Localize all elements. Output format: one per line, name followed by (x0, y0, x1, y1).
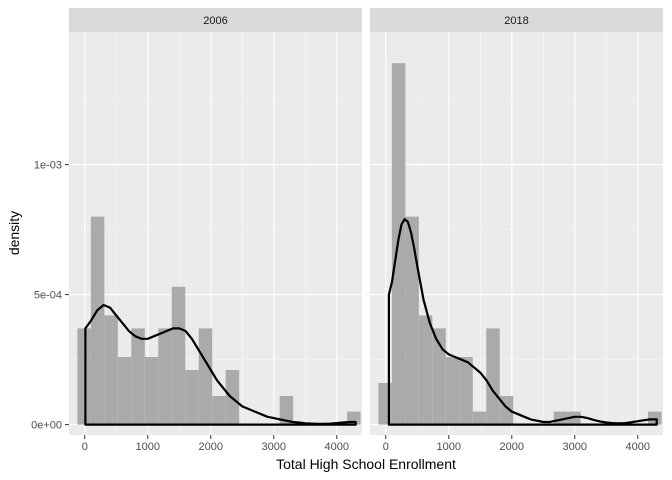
x-tick-label: 0 (82, 441, 88, 453)
histogram-bar (405, 216, 419, 425)
x-tick-label: 1000 (136, 441, 160, 453)
histogram-bar (486, 328, 500, 425)
x-axes: 0 1000 2000 3000 4000 0 1000 2000 3000 4000 (82, 435, 650, 453)
x-tick-label: 0 (383, 441, 389, 453)
x-tick-label: 2000 (500, 441, 524, 453)
histogram-bar (279, 396, 294, 425)
histogram-bar (104, 315, 118, 425)
x-axis-title: Total High School Enrollment (276, 456, 456, 472)
y-axis: 0e+00 5e-04 1e-03 (31, 160, 69, 432)
density-curve (84, 303, 357, 426)
facet-panel-2006: 2006 (69, 8, 362, 435)
facet-strip-label: 2006 (203, 15, 227, 27)
facets-layer: 2006 2018 (69, 8, 663, 435)
density-curve (387, 218, 658, 426)
facet-panel-2018: 2018 (370, 8, 663, 435)
histogram-bar (144, 357, 159, 425)
y-tick-label: 5e-04 (34, 290, 62, 302)
x-tick-label: 4000 (325, 441, 349, 453)
histogram-bar (432, 328, 446, 425)
histogram-bar (472, 411, 487, 425)
y-tick-label: 0e+00 (31, 420, 62, 432)
y-axis-title: density (6, 211, 22, 255)
x-tick-label: 1000 (437, 441, 461, 453)
x-tick-label: 3000 (262, 441, 286, 453)
histogram-bar (648, 411, 662, 425)
histogram-bar (185, 370, 199, 425)
y-tick-label: 1e-03 (34, 160, 62, 172)
histogram-bar (198, 328, 213, 425)
histogram-bar (117, 357, 132, 425)
x-tick-label: 2000 (199, 441, 223, 453)
histogram-bar (171, 286, 186, 425)
histogram-bar (212, 396, 226, 425)
histogram-bar (459, 357, 473, 425)
facet-strip (69, 8, 362, 32)
histogram-bar (90, 216, 105, 425)
histogram-bar (445, 357, 460, 425)
histogram-bar (77, 328, 91, 425)
x-tick-label: 3000 (563, 441, 587, 453)
histogram-bar (418, 315, 433, 425)
facet-strip-label: 2018 (504, 15, 528, 27)
histogram-bar (158, 328, 172, 425)
histogram-bar (131, 328, 145, 425)
facet-strip (370, 8, 663, 32)
x-tick-label: 4000 (626, 441, 650, 453)
